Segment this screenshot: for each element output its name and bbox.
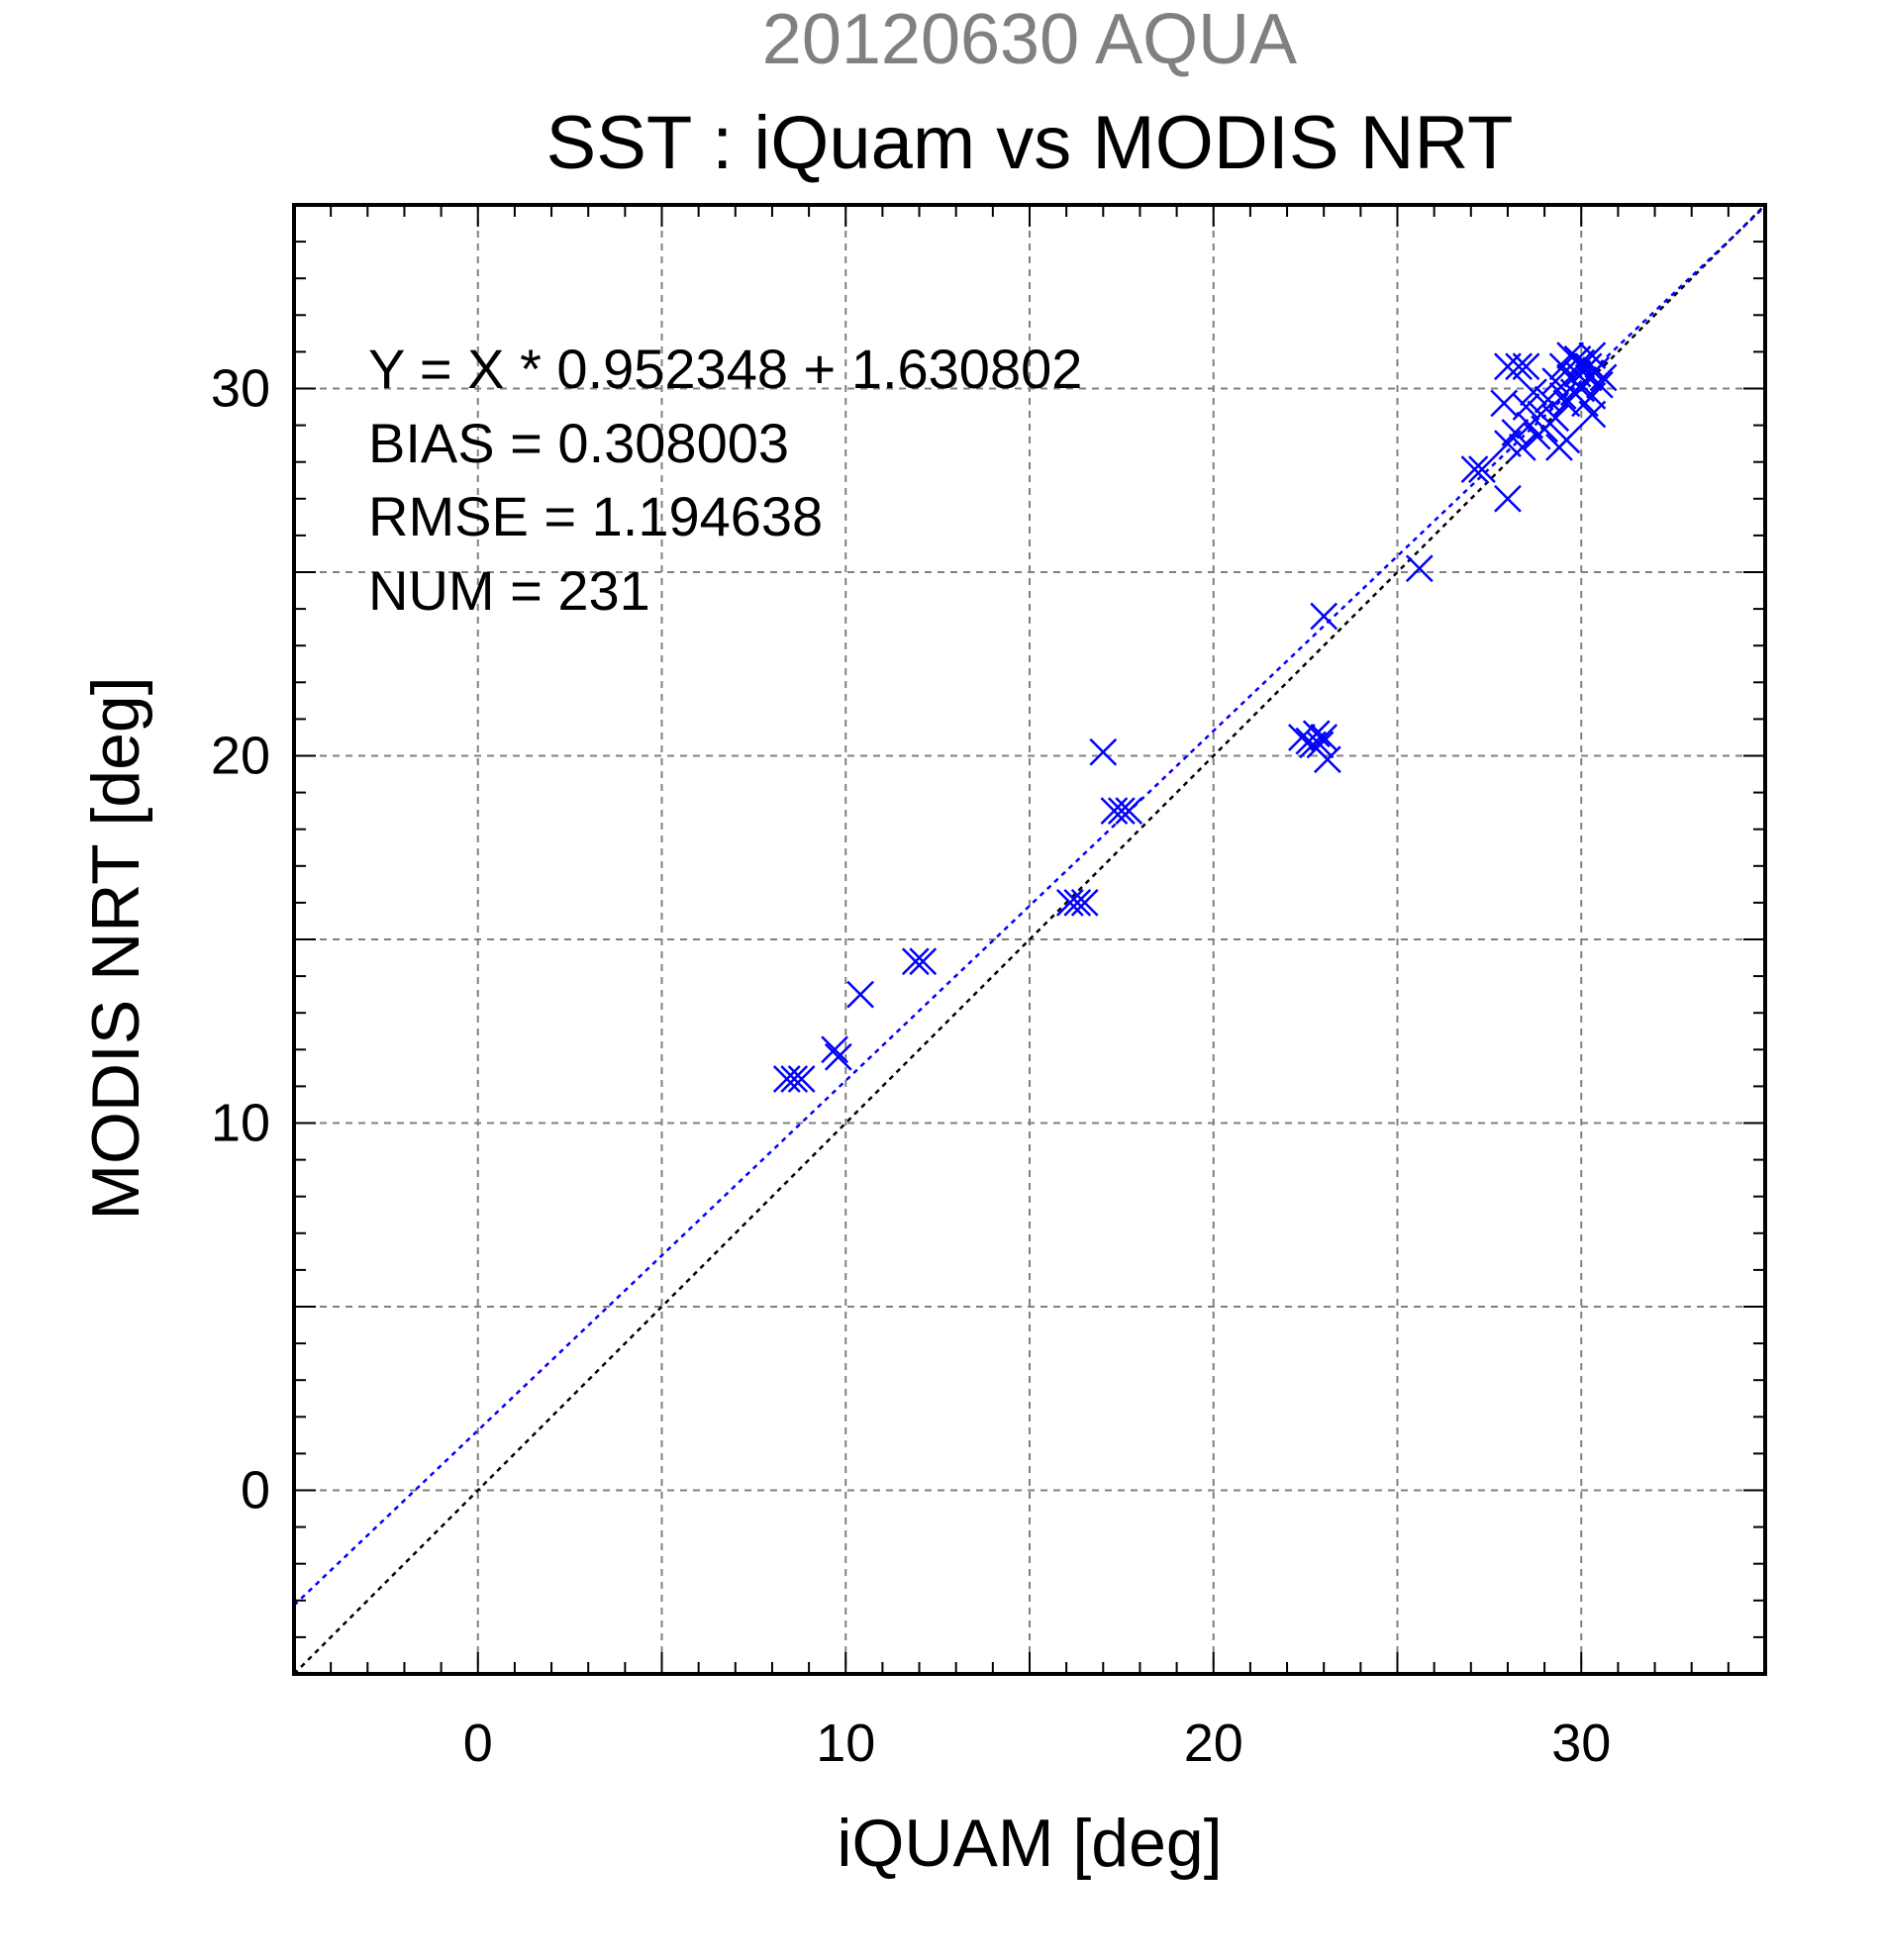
y-tick-label: 20	[211, 727, 270, 786]
data-point	[821, 1035, 848, 1064]
regression-fit-line	[293, 205, 1766, 1607]
data-point	[1494, 484, 1522, 513]
data-point	[1531, 415, 1558, 443]
data-point	[1585, 370, 1614, 399]
data-point	[1578, 342, 1607, 369]
stat-num: NUM = 231	[368, 559, 650, 622]
data-point	[1589, 363, 1618, 392]
y-tick-labels: 0 10 20 30	[211, 359, 270, 1520]
data-point	[1574, 352, 1603, 381]
data-point	[1107, 797, 1136, 826]
y-tick-label: 10	[211, 1094, 270, 1153]
x-tick-label: 20	[1184, 1714, 1243, 1773]
chart-supertitle: 20120630 AQUA	[762, 0, 1297, 79]
data-point	[1070, 889, 1099, 917]
data-point	[1490, 389, 1519, 418]
data-point	[772, 1065, 801, 1093]
data-point	[1578, 400, 1607, 429]
chart-title: SST : iQuam vs MODIS NRT	[546, 101, 1514, 185]
plot-frame	[292, 203, 1767, 1676]
stats-annotation: Y = X * 0.952348 + 1.630802 BIAS = 0.308…	[368, 338, 1082, 622]
data-point	[1063, 889, 1092, 917]
data-point	[780, 1065, 809, 1093]
y-tick-label: 0	[241, 1461, 270, 1520]
data-point	[824, 1042, 852, 1071]
data-point	[1055, 889, 1084, 917]
data-point	[1115, 797, 1143, 826]
data-point	[1501, 419, 1530, 446]
stat-regression: Y = X * 0.952348 + 1.630802	[368, 338, 1082, 400]
data-point	[1520, 378, 1547, 407]
data-point	[1100, 797, 1129, 826]
data-point	[1512, 352, 1540, 381]
x-tick-labels: 0 10 20 30	[463, 1714, 1612, 1773]
data-point	[1505, 352, 1533, 381]
data-point	[1552, 426, 1581, 454]
stat-bias: BIAS = 0.308003	[368, 412, 789, 474]
data-point	[787, 1065, 816, 1093]
data-point	[901, 947, 930, 976]
data-point	[1310, 602, 1338, 631]
data-points	[772, 342, 1618, 1093]
data-point	[1468, 455, 1496, 484]
data-point	[1508, 433, 1536, 461]
data-point	[1405, 554, 1434, 583]
data-point	[846, 980, 874, 1009]
data-point	[1460, 455, 1489, 484]
data-point	[1306, 731, 1335, 759]
data-point	[1556, 342, 1584, 369]
data-point	[1089, 737, 1118, 766]
stat-rmse: RMSE = 1.194638	[368, 485, 823, 547]
data-point	[1302, 720, 1331, 748]
x-tick-label: 30	[1551, 1714, 1611, 1773]
data-point	[1548, 382, 1577, 410]
data-point	[909, 947, 938, 976]
data-point	[1314, 745, 1341, 774]
grid-lines	[294, 205, 1765, 1674]
x-tick-label: 10	[816, 1714, 875, 1773]
y-axis-label: MODIS NRT [deg]	[78, 676, 153, 1220]
y-tick-label: 30	[211, 359, 270, 419]
data-point	[1512, 393, 1540, 421]
x-axis-label: iQUAM [deg]	[837, 1806, 1222, 1881]
x-tick-label: 0	[463, 1714, 493, 1773]
